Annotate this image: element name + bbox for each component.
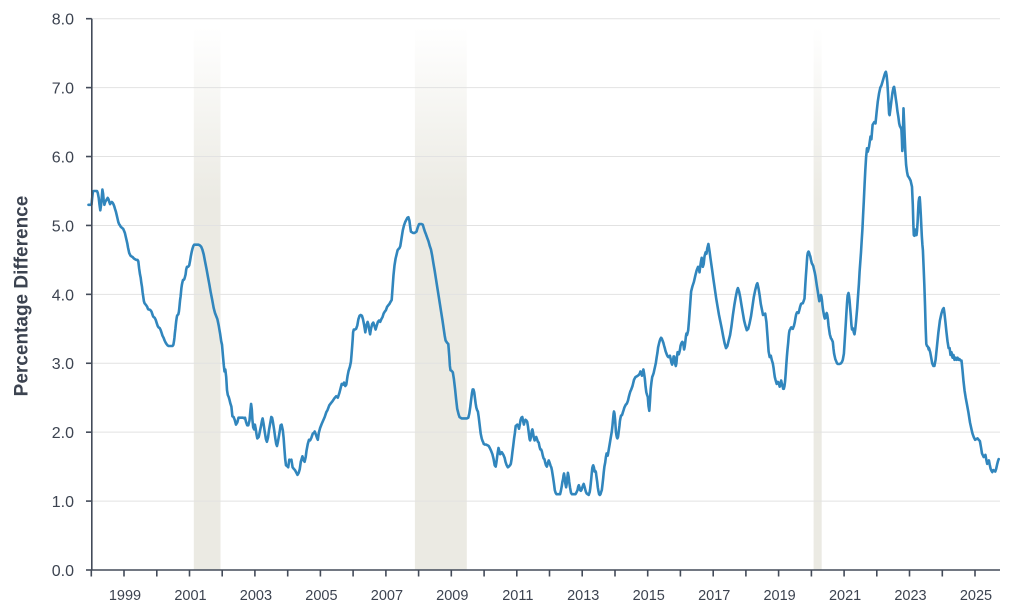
svg-text:6.0: 6.0 <box>52 149 74 166</box>
svg-text:2011: 2011 <box>502 588 533 604</box>
svg-text:2009: 2009 <box>436 588 468 604</box>
svg-text:Percentage Difference: Percentage Difference <box>12 196 33 397</box>
svg-text:5.0: 5.0 <box>52 218 74 235</box>
svg-text:1.0: 1.0 <box>52 494 74 511</box>
svg-text:2005: 2005 <box>305 588 337 604</box>
svg-text:2015: 2015 <box>633 588 665 604</box>
svg-text:2001: 2001 <box>174 588 206 604</box>
svg-text:7.0: 7.0 <box>52 81 74 98</box>
svg-text:2007: 2007 <box>371 588 403 604</box>
svg-text:3.0: 3.0 <box>52 356 74 373</box>
svg-text:4.0: 4.0 <box>52 287 74 304</box>
svg-text:2017: 2017 <box>698 588 730 604</box>
svg-text:2021: 2021 <box>829 588 861 604</box>
svg-text:2023: 2023 <box>894 588 926 604</box>
svg-text:2003: 2003 <box>240 588 272 604</box>
svg-text:2025: 2025 <box>960 588 992 604</box>
svg-text:2019: 2019 <box>763 588 795 604</box>
svg-text:0.0: 0.0 <box>52 563 74 580</box>
svg-text:1999: 1999 <box>109 588 141 604</box>
svg-text:2013: 2013 <box>567 588 599 604</box>
svg-text:2.0: 2.0 <box>52 425 74 442</box>
svg-text:8.0: 8.0 <box>52 12 74 29</box>
